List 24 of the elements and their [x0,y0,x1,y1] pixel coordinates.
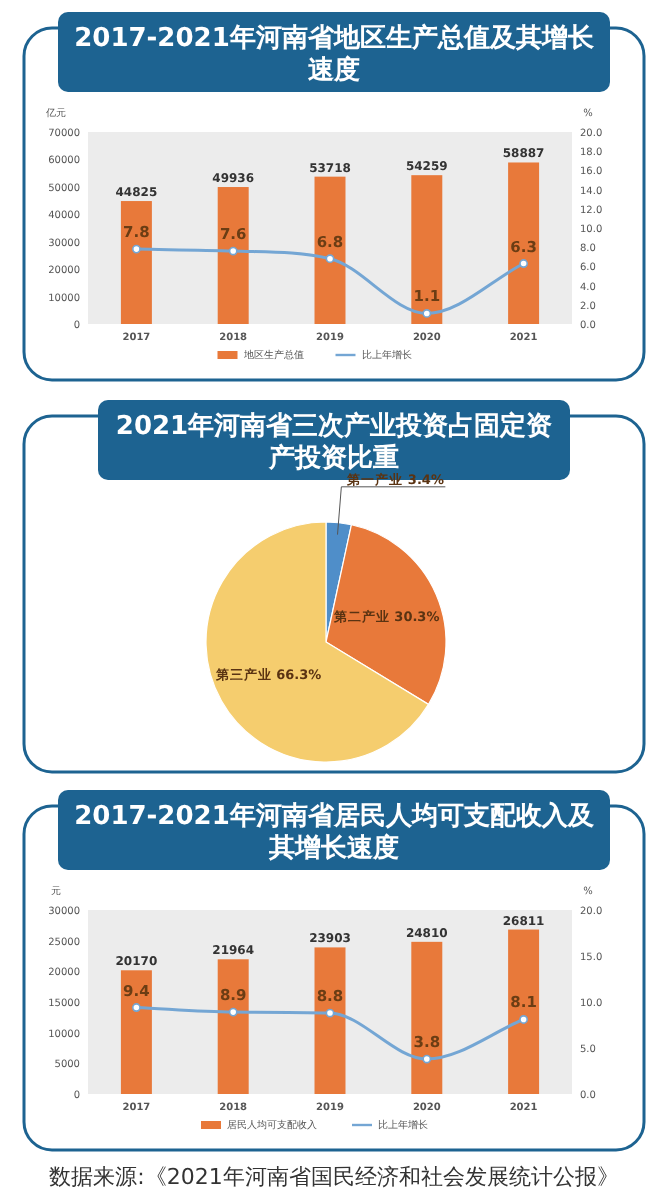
point [422,1054,432,1064]
bar [217,959,249,1094]
point [325,1008,335,1018]
point [519,259,528,268]
point [519,1015,528,1024]
bar [411,941,443,1094]
point [228,1007,238,1017]
source-note: 数据来源:《2021年河南省国民经济和社会发展统计公报》 [49,1164,619,1190]
title: 2017-2021年河南省居民人均可支配收入及其增长速度 [74,802,594,864]
bar [411,175,443,324]
bar [314,947,346,1094]
point [228,246,238,256]
point [132,1003,141,1012]
point [325,254,335,264]
bar [508,929,540,1094]
point [422,309,432,318]
bar [314,176,346,324]
bar [120,201,152,324]
point [132,244,141,254]
title: 2017-2021年河南省地区生产总值及其增长速度 [74,24,594,86]
bar [120,970,152,1094]
bar [508,162,540,324]
title: 2021年河南省三次产业投资占固定资产投资比重 [115,412,553,474]
bar [217,187,249,324]
